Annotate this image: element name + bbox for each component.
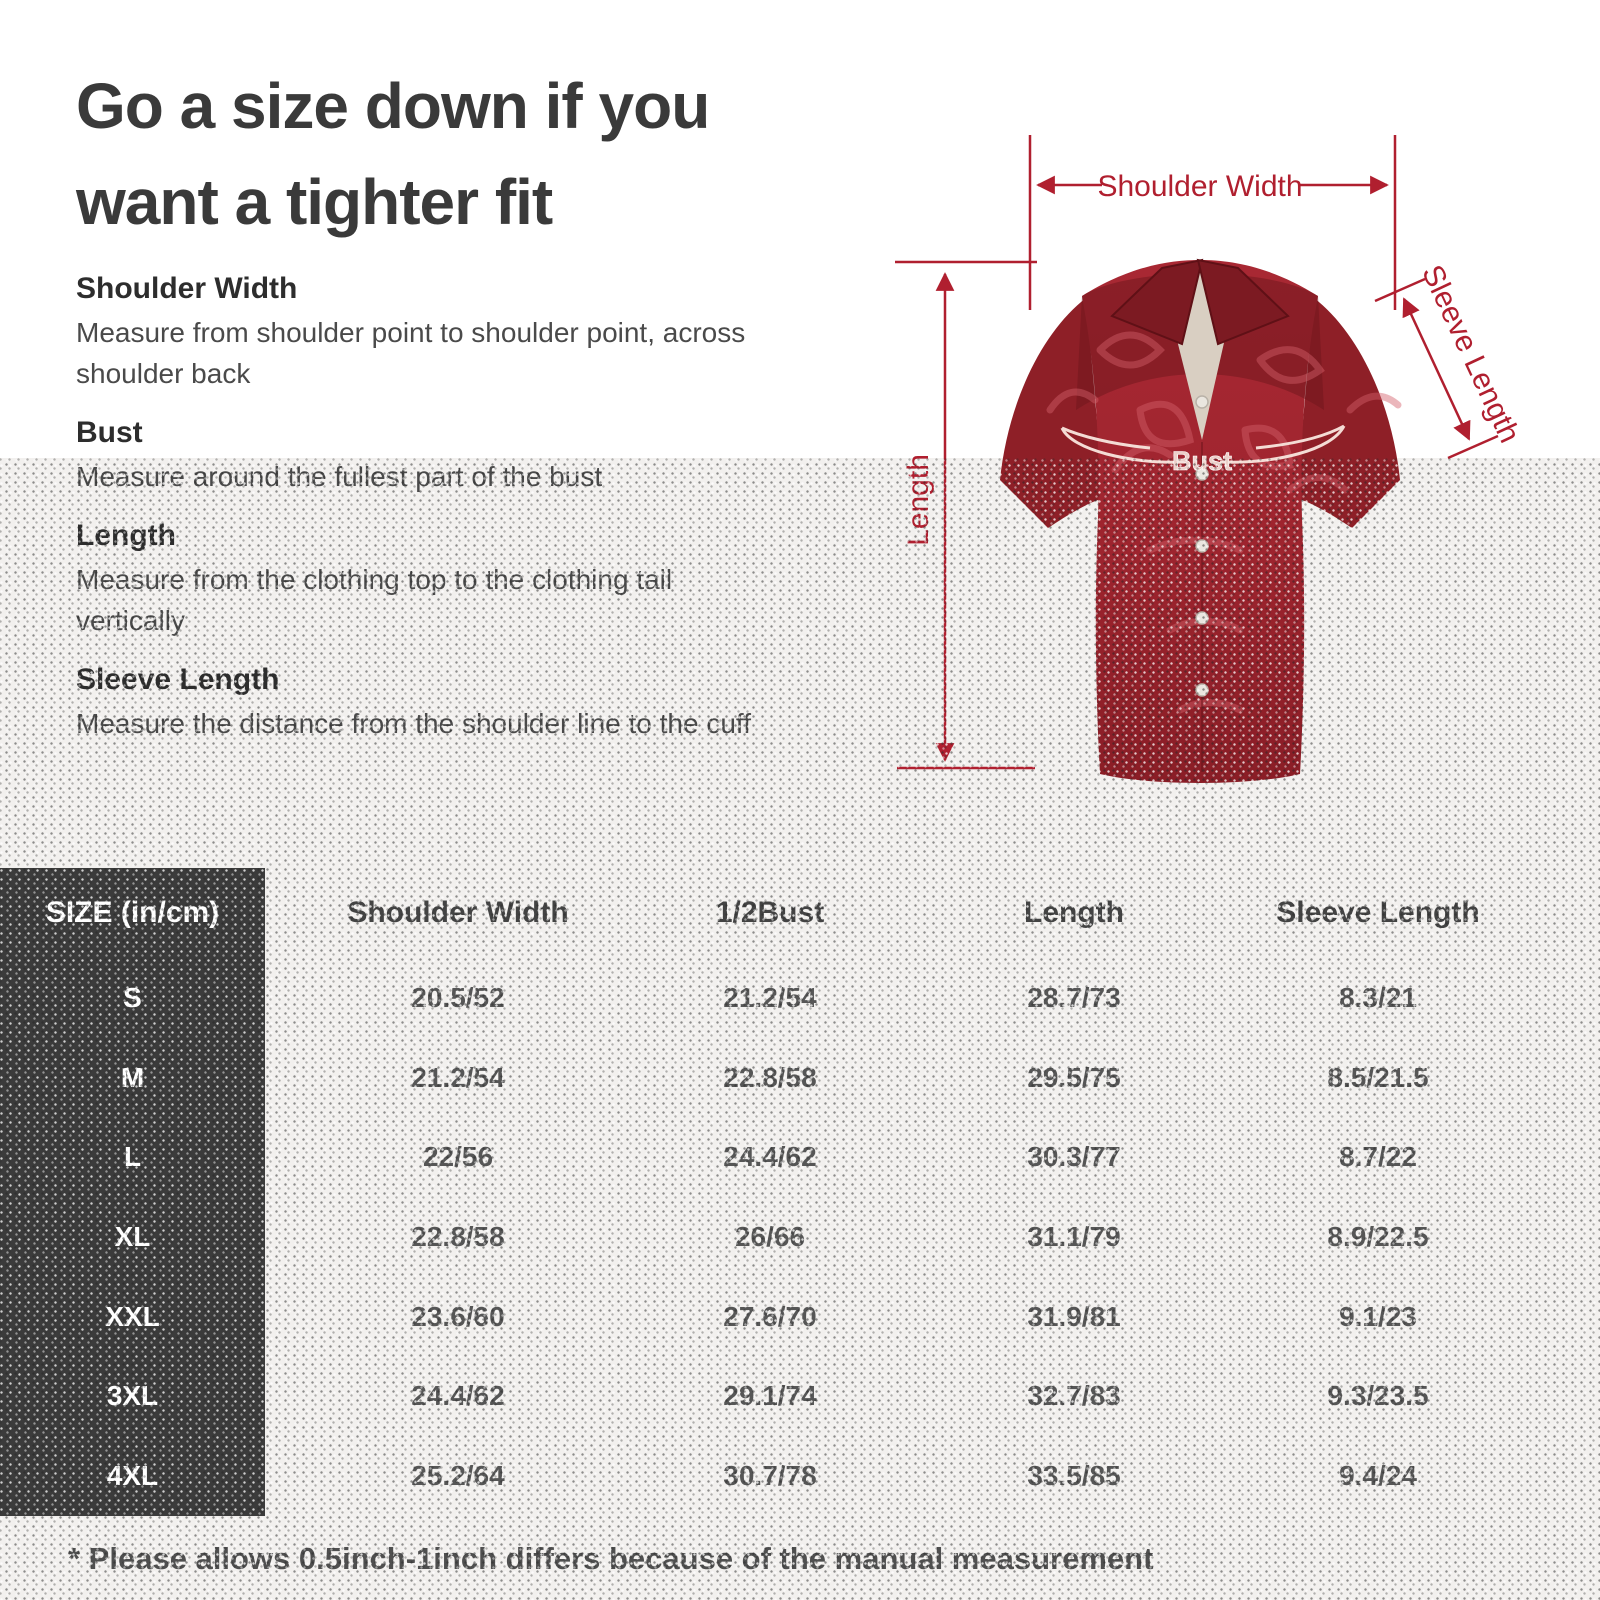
table-cell: 23.6/60 [411,1300,505,1332]
page-title-line1: Go a size down if you [76,70,710,142]
table-cell: 32.7/83 [1027,1380,1121,1412]
length-arrow-label: Length [902,454,935,546]
table-cell: 31.1/79 [1027,1220,1121,1252]
table-cell: 8.3/21 [1339,981,1417,1013]
table-cell: 22.8/58 [411,1220,505,1252]
table-cell: 22.8/58 [723,1061,817,1093]
guide-body: Measure from shoulder point to shoulder … [76,317,746,389]
spacer [1497,1197,1600,1277]
table-cell: 33.5/85 [1027,1460,1121,1492]
spacer [1497,1357,1600,1437]
page-title-line2: want a tighter fit [76,166,553,238]
size-column-header: SIZE (in/cm) [0,868,265,958]
page-title: Go a size down if you want a tighter fit [76,58,710,250]
table-cell: 24.4/62 [723,1141,817,1173]
table-cell: 22/56 [422,1141,494,1173]
shirt-collar-left [1110,258,1204,346]
guide-body: Measure around the fullest part of the b… [76,461,603,492]
shirt-illustration: Bust [1000,258,1402,783]
table-cell: 21.2/54 [411,1061,505,1093]
table-cell: 9.1/23 [1339,1300,1417,1332]
spacer [1497,958,1600,1038]
column-header-length: Length [1024,896,1124,929]
sleeve-length-arrow-label: Sleeve Length [1415,260,1526,448]
sleeve-length-dimension [1374,277,1499,460]
shirt-collar-right [1196,258,1290,346]
spacer [1497,1277,1600,1357]
shoulder-width-dimension [1028,135,1397,310]
table-cell: 8.7/22 [1339,1141,1417,1173]
guide-body: Measure the distance from the shoulder l… [76,708,751,739]
table-cell: 20.5/52 [411,981,505,1013]
table-cell: 9.3/23.5 [1327,1380,1429,1412]
column-header-shoulder-width: Shoulder Width [347,896,569,929]
table-cell: 30.7/78 [723,1460,817,1492]
table-cell: 21.2/54 [723,981,817,1013]
guide-heading: Sleeve Length [76,663,280,696]
table-cell: 29.1/74 [723,1380,817,1412]
spacer [1497,1038,1600,1118]
size-label: S [0,958,265,1038]
spacer [1497,1117,1600,1197]
guide-heading: Shoulder Width [76,272,298,305]
table-cell: 29.5/75 [1027,1061,1121,1093]
shoulder-width-arrow-label: Shoulder Width [1097,170,1302,203]
size-label: XXL [0,1276,265,1357]
guide-length: Length Measure from the clothing top to … [76,519,786,641]
measurement-disclaimer: * Please allows 0.5inch-1inch differs be… [68,1541,1154,1576]
guide-heading: Length [76,519,176,552]
guide-heading: Bust [76,416,143,449]
table-cell: 9.4/24 [1339,1460,1417,1492]
table-cell: 26/66 [734,1220,806,1252]
table-cell: 28.7/73 [1027,981,1121,1013]
column-header-sleeve-length: Sleeve Length [1276,896,1480,929]
table-cell: 8.9/22.5 [1327,1220,1429,1252]
table-cell: 27.6/70 [723,1300,817,1332]
size-label: 4XL [0,1436,265,1516]
column-header-half-bust: 1/2Bust [715,896,825,929]
spacer [1497,1436,1600,1516]
size-label: M [0,1037,265,1118]
guide-bust: Bust Measure around the fullest part of … [76,416,786,497]
guide-body: Measure from the clothing top to the clo… [76,564,673,636]
size-table: SIZE (in/cm) Shoulder Width 1/2Bust Leng… [0,868,1600,1516]
size-label: L [0,1117,265,1198]
table-cell: 31.9/81 [1027,1300,1121,1332]
table-cell: 24.4/62 [411,1380,505,1412]
measurement-guide: Shoulder Width Measure from shoulder poi… [76,272,786,766]
spacer [1497,868,1600,958]
table-cell: 8.5/21.5 [1327,1061,1429,1093]
bust-label: Bust [1172,446,1232,476]
guide-shoulder-width: Shoulder Width Measure from shoulder poi… [76,272,786,394]
table-cell: 30.3/77 [1027,1141,1121,1173]
table-cell: 25.2/64 [411,1460,505,1492]
size-label: XL [0,1197,265,1277]
shirt-measurement-diagram: Bust Shoulder Width Length Sleeve Length [895,135,1526,783]
guide-sleeve-length: Sleeve Length Measure the distance from … [76,663,786,744]
size-label: 3XL [0,1356,265,1437]
